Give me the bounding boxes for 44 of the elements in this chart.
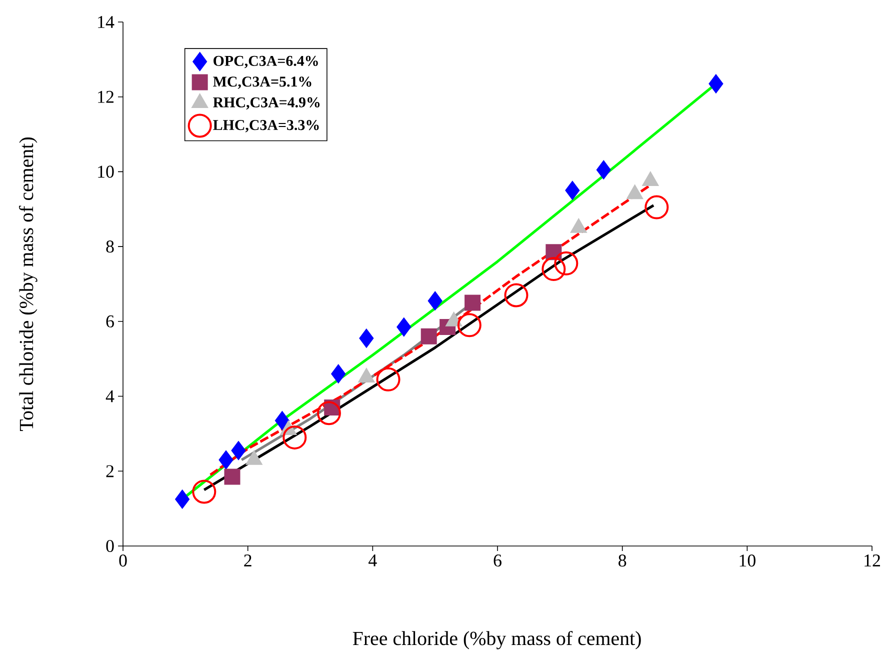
point — [359, 328, 374, 348]
y-tick-label: 4 — [106, 390, 114, 402]
point — [554, 251, 578, 276]
x-axis-title: Free chloride (%by mass of cement) — [352, 630, 641, 650]
point — [542, 257, 566, 282]
legend-label: OPC,C3A=6.4% — [214, 56, 318, 68]
point — [504, 283, 528, 308]
point — [396, 318, 412, 337]
point — [282, 425, 307, 450]
point — [192, 480, 216, 504]
x-tick-label: 2 — [244, 554, 252, 566]
y-tick-label: 8 — [106, 240, 114, 253]
point — [428, 291, 442, 310]
point — [316, 401, 341, 426]
point — [274, 411, 290, 430]
point — [376, 367, 400, 392]
legend-label: RHC,C3A=4.9% — [213, 97, 320, 110]
point — [457, 313, 482, 338]
x-tick-label: 10 — [740, 554, 756, 567]
y-tick-label: 12 — [98, 90, 114, 103]
point — [331, 364, 346, 384]
legend-label: MC,C3A=5.1% — [213, 76, 312, 89]
x-tick-label: 0 — [119, 554, 127, 567]
y-tick-label: 0 — [106, 540, 114, 552]
point — [231, 441, 246, 460]
x-tick-label: 4 — [368, 554, 377, 566]
y-tick-label: 6 — [106, 315, 114, 328]
point — [565, 180, 580, 200]
point — [464, 294, 481, 311]
point — [708, 74, 724, 94]
y-tick-label: 14 — [98, 16, 114, 28]
x-tick-label: 6 — [494, 554, 502, 567]
x-tick-label: 12 — [864, 554, 880, 566]
y-axis-title: Total chloride (%by mass of cement) — [18, 138, 38, 431]
point — [218, 450, 234, 470]
point — [420, 328, 437, 344]
y-tick-label: 10 — [98, 166, 114, 178]
legend-label: LHC,C3A=3.3% — [213, 120, 319, 132]
point — [224, 468, 240, 485]
point — [175, 490, 190, 509]
point — [596, 160, 611, 180]
point — [644, 195, 669, 220]
y-tick-label: 2 — [106, 465, 114, 478]
x-tick-label: 8 — [618, 554, 626, 567]
